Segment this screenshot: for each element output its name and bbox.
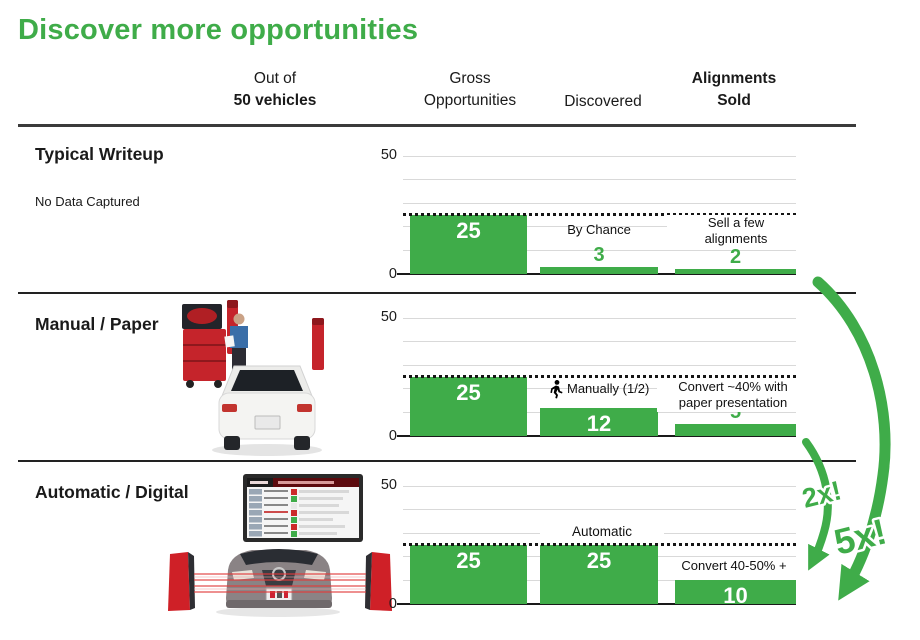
column-header-out-of-50: Out of 50 vehicles bbox=[200, 68, 350, 113]
bar-value-label: 25 bbox=[456, 380, 481, 405]
column-header-alignments-sold: Alignments Sold bbox=[664, 68, 804, 113]
arrow-2x-curve bbox=[802, 438, 832, 571]
reference-line-25 bbox=[403, 213, 796, 216]
bar-value-label: 5 bbox=[729, 401, 742, 423]
y-axis-tick-min: 0 bbox=[388, 266, 397, 282]
column-header-gross-opportunities: Gross Opportunities bbox=[395, 68, 545, 113]
gridline bbox=[403, 341, 796, 342]
gridline bbox=[403, 203, 796, 204]
x-axis-line bbox=[397, 273, 796, 275]
annotation-sell-a-few-alignments: Sell a few alignments bbox=[667, 215, 805, 248]
bar-value-label: 10 bbox=[723, 583, 748, 608]
chart-bar bbox=[410, 215, 527, 274]
reference-line-25 bbox=[403, 375, 796, 378]
reference-line-25 bbox=[403, 543, 796, 546]
page-title: Discover more opportunities bbox=[18, 14, 419, 46]
row-label-typical-writeup: Typical Writeup bbox=[35, 144, 164, 164]
multiplier-arrows: 2x! 5x! bbox=[797, 276, 893, 601]
annotation-line: Sell a few bbox=[707, 215, 765, 230]
gridline bbox=[403, 318, 796, 319]
bar-value-label: 12 bbox=[586, 411, 612, 436]
gridline bbox=[403, 486, 796, 487]
chart-bar bbox=[675, 424, 796, 436]
annotation-line: Convert ~40% with bbox=[678, 379, 788, 394]
column-header-line: Alignments bbox=[691, 70, 777, 87]
bar-value-label: 2 bbox=[729, 246, 742, 268]
annotation-convert-40-50: Convert 40-50% + bbox=[661, 558, 807, 575]
y-axis-tick-max: 50 bbox=[380, 309, 397, 325]
bar-chart-typical-writeup: 50 0 By Chance Sell a few alignments 25 3… bbox=[381, 147, 805, 282]
gridline bbox=[403, 156, 796, 157]
bar-value-label: 25 bbox=[586, 548, 612, 573]
y-axis-tick-min: 0 bbox=[388, 596, 397, 612]
chart-bar bbox=[540, 408, 658, 436]
row-divider bbox=[18, 460, 856, 462]
column-header-line: Discovered bbox=[564, 93, 642, 110]
column-header-discovered: Discovered bbox=[545, 91, 661, 113]
row-label-manual-paper: Manual / Paper bbox=[35, 314, 159, 334]
bar-value-label: 3 bbox=[593, 244, 605, 266]
column-header-line: 50 vehicles bbox=[233, 92, 317, 110]
label-5x: 5x! bbox=[830, 510, 890, 562]
gridline bbox=[403, 250, 796, 251]
gridline bbox=[403, 226, 796, 227]
bar-value-label: 25 bbox=[456, 548, 481, 573]
gridline bbox=[403, 388, 796, 389]
gridline bbox=[403, 365, 796, 366]
bar-chart-automatic-digital: 50 0 Automatic Convert 40-50% + 25 25 10 bbox=[381, 477, 807, 612]
chart-bar bbox=[675, 580, 796, 604]
annotation-convert-40-paper: Convert ~40% with paper presentation bbox=[657, 379, 809, 412]
header-divider bbox=[18, 124, 856, 127]
x-axis-line bbox=[397, 435, 796, 437]
person-icon bbox=[550, 380, 563, 399]
chart-bar bbox=[675, 269, 796, 274]
column-header-line: Gross bbox=[449, 70, 491, 87]
row-note-no-data-captured: No Data Captured bbox=[35, 194, 140, 209]
annotation-text: Manually (1/2) bbox=[567, 381, 650, 397]
bar-value-label: 25 bbox=[456, 218, 481, 243]
y-axis-tick-max: 50 bbox=[380, 477, 397, 493]
chart-bar bbox=[410, 377, 527, 436]
x-axis-line bbox=[397, 603, 796, 605]
chart-bar bbox=[540, 267, 658, 274]
column-header-line: Opportunities bbox=[423, 92, 517, 110]
column-header-line: Sold bbox=[717, 92, 751, 110]
annotation-manually: Manually (1/2) bbox=[549, 380, 709, 399]
chart-bar bbox=[540, 545, 658, 604]
annotation-line: paper presentation bbox=[678, 395, 788, 411]
technician-paper-inspection-photo bbox=[182, 300, 324, 456]
y-axis-tick-min: 0 bbox=[388, 428, 397, 444]
row-divider bbox=[18, 292, 856, 294]
column-header-line: Out of bbox=[253, 70, 297, 87]
row-label-automatic-digital: Automatic / Digital bbox=[35, 482, 189, 502]
annotation-by-chance: By Chance bbox=[567, 222, 631, 237]
y-axis-tick-max: 50 bbox=[380, 147, 397, 163]
annotation-line: alignments bbox=[704, 231, 768, 247]
arrow-5x-curve bbox=[812, 276, 891, 601]
annotation-automatic: Automatic bbox=[540, 524, 664, 541]
gridline bbox=[403, 179, 796, 180]
label-2x: 2x! bbox=[799, 475, 844, 514]
chart-bar bbox=[410, 545, 527, 604]
gridline bbox=[403, 509, 796, 510]
automatic-scanner-photo bbox=[168, 474, 392, 617]
bar-chart-manual-paper: 50 0 Manually (1/2) Convert ~40% with pa… bbox=[381, 309, 809, 444]
